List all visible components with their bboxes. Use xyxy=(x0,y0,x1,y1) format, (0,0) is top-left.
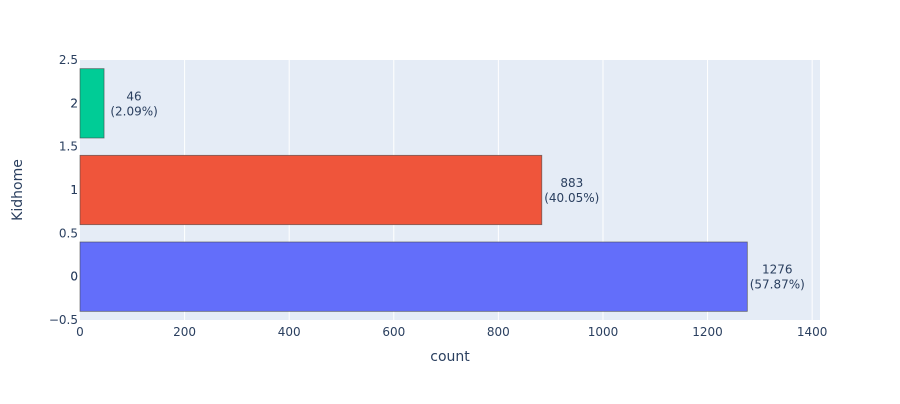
y-tick-label: 1.5 xyxy=(59,140,78,154)
bar-percent-label: (2.09%) xyxy=(110,104,157,118)
y-tick-label: −0.5 xyxy=(49,313,78,327)
x-tick-label: 1000 xyxy=(588,325,619,339)
bar-value-label: 883 xyxy=(560,176,583,190)
y-tick-label: 1 xyxy=(70,183,78,197)
x-axis-ticks: 0 200 400 600 800 1000 1200 1400 xyxy=(76,325,827,339)
x-tick-label: 800 xyxy=(487,325,510,339)
x-tick-label: 1200 xyxy=(692,325,723,339)
x-axis-title: count xyxy=(430,349,470,365)
bar-value-label: 46 xyxy=(126,89,141,103)
x-tick-label: 1400 xyxy=(797,325,828,339)
y-axis-title: Kidhome xyxy=(10,159,26,221)
y-tick-label: 0.5 xyxy=(59,226,78,240)
bar-value-label: 1276 xyxy=(762,263,793,277)
bar-kidhome-2[interactable] xyxy=(79,68,105,139)
y-category-label: 1 xyxy=(70,183,78,197)
bar-percent-label: (57.87%) xyxy=(750,278,805,292)
x-tick-label: 0 xyxy=(76,325,84,339)
data-labels: 1276(57.87%) 883(40.05%) 46(2.09%) xyxy=(110,89,805,291)
bars xyxy=(79,68,748,312)
bar-kidhome-0[interactable] xyxy=(79,241,748,312)
y-category-label: 2 xyxy=(70,96,78,110)
y-tick-label: 0 xyxy=(70,270,78,284)
bar-percent-label: (40.05%) xyxy=(544,191,599,205)
y-tick-label: 2 xyxy=(70,96,78,110)
bar-kidhome-1[interactable] xyxy=(79,154,543,226)
y-tick-label: 2.5 xyxy=(59,53,78,67)
y-category-label: 0 xyxy=(70,270,78,284)
x-tick-label: 600 xyxy=(382,325,405,339)
x-tick-label: 400 xyxy=(278,325,301,339)
x-tick-label: 200 xyxy=(173,325,196,339)
